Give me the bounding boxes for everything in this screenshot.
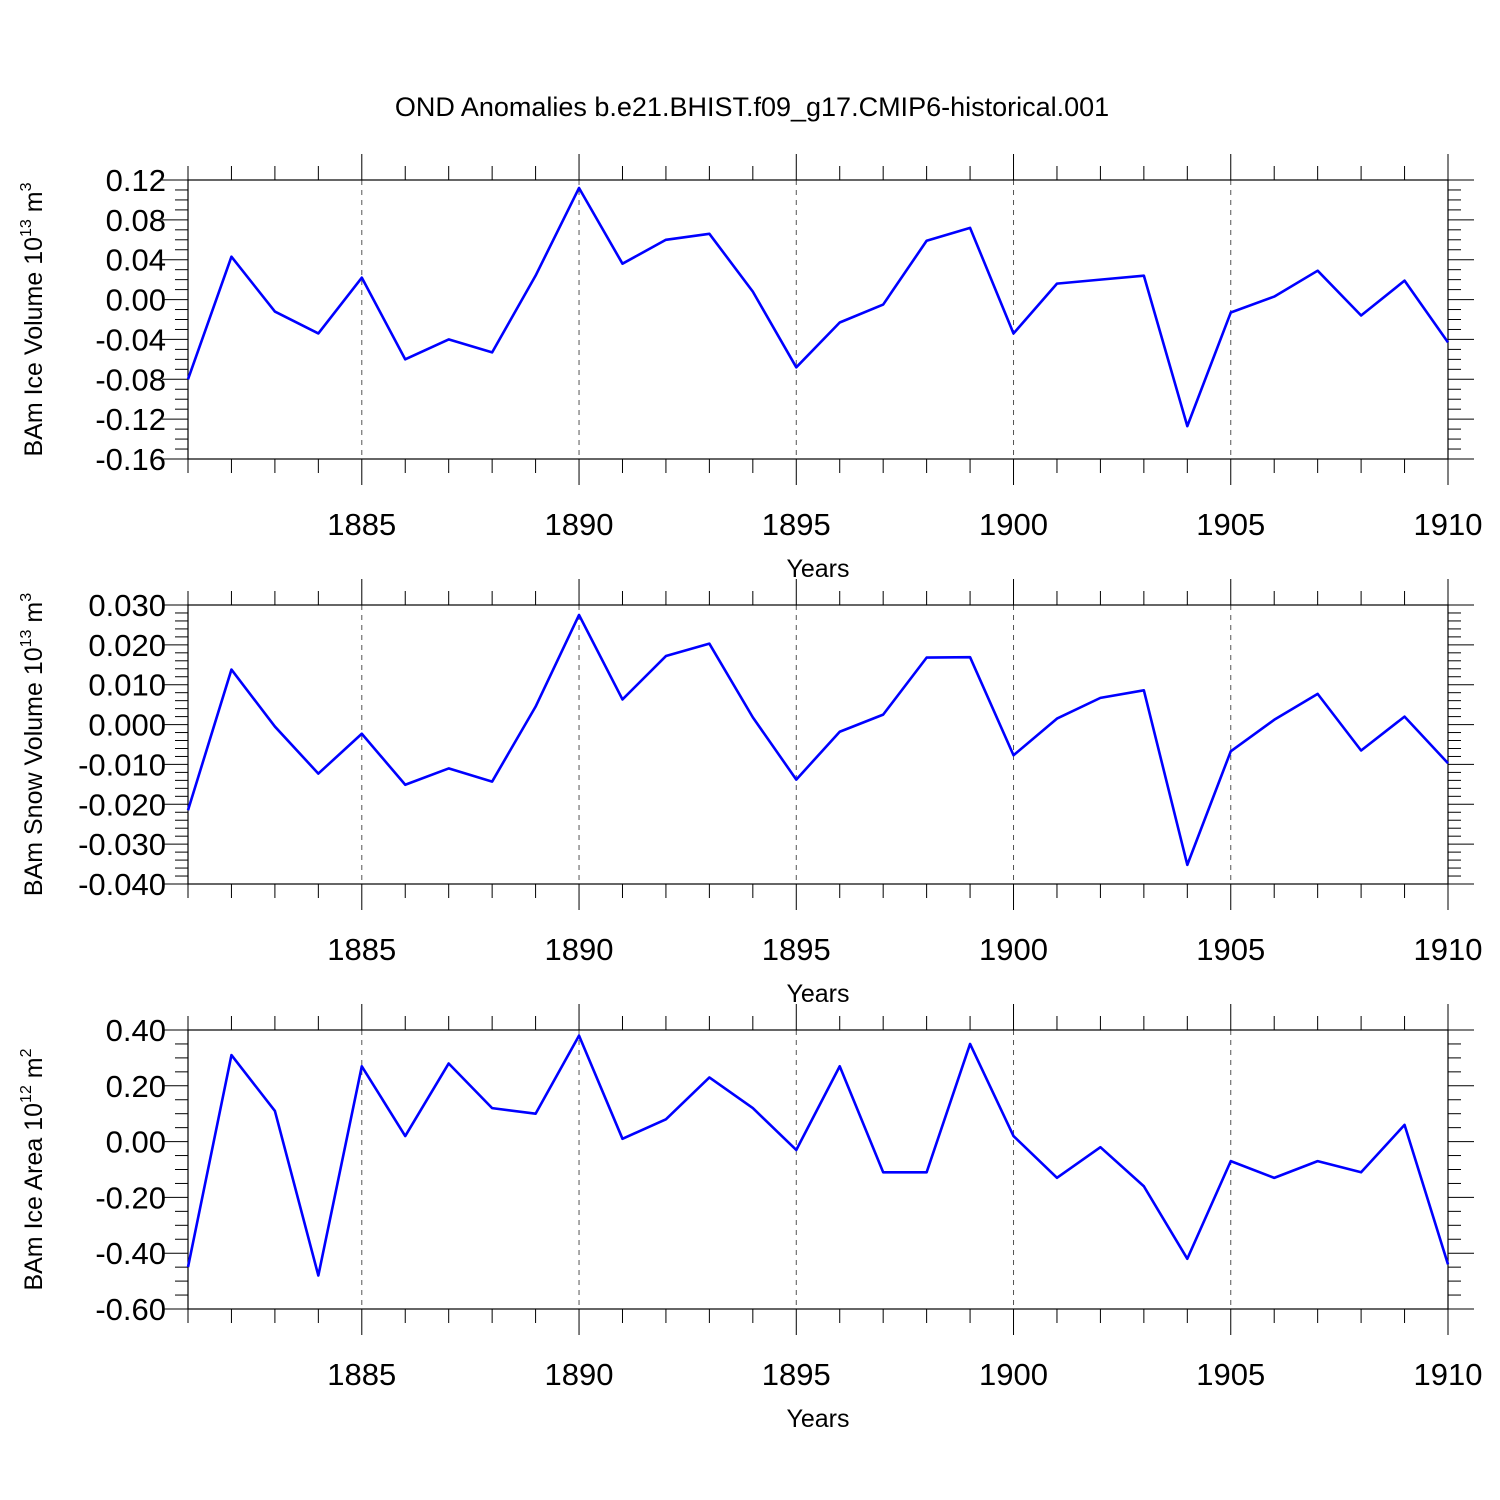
y-axis-label-exponent: 13 [18, 629, 35, 647]
plot-frame [187, 1029, 1449, 1310]
series-line [186, 613, 1449, 867]
x-tick-label: 1905 [1196, 507, 1265, 542]
y-axis-label-unit: m [20, 602, 48, 630]
y-tick-label: 0.40 [106, 1013, 166, 1048]
y-tick-label: -0.08 [95, 362, 166, 397]
y-axis-label-main: BAm Snow Volume 10 [20, 647, 48, 896]
series-line [186, 186, 1450, 428]
x-axis-label: Years [786, 555, 849, 583]
panel-3: 0.40 0.20 0.00 -0.20 -0.40 -0.60 1885 1890 1895 1… [18, 1004, 1482, 1433]
panels: 0.12 0.08 0.04 0.00 -0.04 -0.08 -0.12 -0.16 1885… [18, 154, 1482, 1433]
y-tick-label: 0.000 [88, 708, 166, 743]
x-tick-label: 1900 [979, 1357, 1048, 1392]
y-tick-label: 0.010 [88, 668, 166, 703]
y-tick-label: -0.030 [78, 827, 166, 862]
x-tick-label: 1895 [762, 1357, 831, 1392]
y-tick-label: -0.40 [95, 1236, 166, 1271]
y-tick-label: -0.20 [95, 1180, 166, 1215]
panel-1: 0.12 0.08 0.04 0.00 -0.04 -0.08 -0.12 -0.16 1885… [18, 154, 1482, 583]
x-tick-label: 1900 [979, 507, 1048, 542]
y-axis-label-unit: m [20, 1057, 48, 1085]
x-tick-label: 1890 [545, 507, 614, 542]
x-tick-label: 1885 [327, 507, 396, 542]
y-tick-label: 0.030 [88, 588, 166, 623]
y-tick-label: -0.040 [78, 867, 166, 902]
x-tick-label: 1910 [1414, 932, 1483, 967]
y-axis-label-exponent: 13 [18, 219, 35, 237]
series-line [186, 1034, 1450, 1277]
x-tick-label: 1905 [1196, 932, 1265, 967]
y-axis-label-main: BAm Ice Volume 10 [20, 237, 48, 457]
y-tick-label: 0.00 [106, 1125, 166, 1160]
figure-title: OND Anomalies b.e21.BHIST.f09_g17.CMIP6-… [395, 92, 1109, 122]
x-axis-label: Years [786, 980, 849, 1008]
y-tick-label: -0.010 [78, 747, 166, 782]
y-tick-label: -0.16 [95, 442, 166, 477]
plot-frame [187, 179, 1449, 460]
y-axis-label-unit-exponent: 3 [18, 593, 35, 602]
x-tick-label: 1890 [545, 1357, 614, 1392]
x-tick-label: 1905 [1196, 1357, 1265, 1392]
y-axis-label: BAm Snow Volume 1013 m3 [18, 593, 48, 896]
x-axis-label: Years [786, 1405, 849, 1433]
x-tick-label: 1910 [1414, 507, 1483, 542]
y-tick-label: -0.12 [95, 402, 166, 437]
x-tick-label: 1895 [762, 507, 831, 542]
plot-frame [187, 604, 1449, 885]
y-tick-label: -0.60 [95, 1292, 166, 1327]
y-axis-label: BAm Ice Area 1012 m2 [18, 1048, 48, 1290]
y-tick-label: 0.12 [106, 163, 166, 198]
x-tick-label: 1885 [327, 932, 396, 967]
panel-2: 0.030 0.020 0.010 0.000 -0.010 -0.020 -0.030 -0… [18, 579, 1482, 1008]
y-axis-label: BAm Ice Volume 1013 m3 [18, 182, 48, 456]
x-tick-label: 1895 [762, 932, 831, 967]
y-axis-label-unit-exponent: 2 [18, 1048, 35, 1057]
y-tick-label: -0.04 [95, 322, 166, 357]
y-tick-label: -0.020 [78, 787, 166, 822]
y-tick-label: 0.020 [88, 628, 166, 663]
x-tick-label: 1885 [327, 1357, 396, 1392]
y-axis-label-unit-exponent: 3 [18, 182, 35, 191]
y-axis-label-exponent: 12 [18, 1085, 35, 1103]
x-tick-label: 1910 [1414, 1357, 1483, 1392]
x-tick-label: 1900 [979, 932, 1048, 967]
y-axis-label-main: BAm Ice Area 10 [20, 1103, 48, 1291]
y-tick-label: 0.00 [106, 283, 166, 318]
x-tick-label: 1890 [545, 932, 614, 967]
y-axis-label-unit: m [20, 191, 48, 219]
y-tick-label: 0.08 [106, 203, 166, 238]
y-tick-label: 0.20 [106, 1069, 166, 1104]
y-tick-label: 0.04 [106, 243, 166, 278]
